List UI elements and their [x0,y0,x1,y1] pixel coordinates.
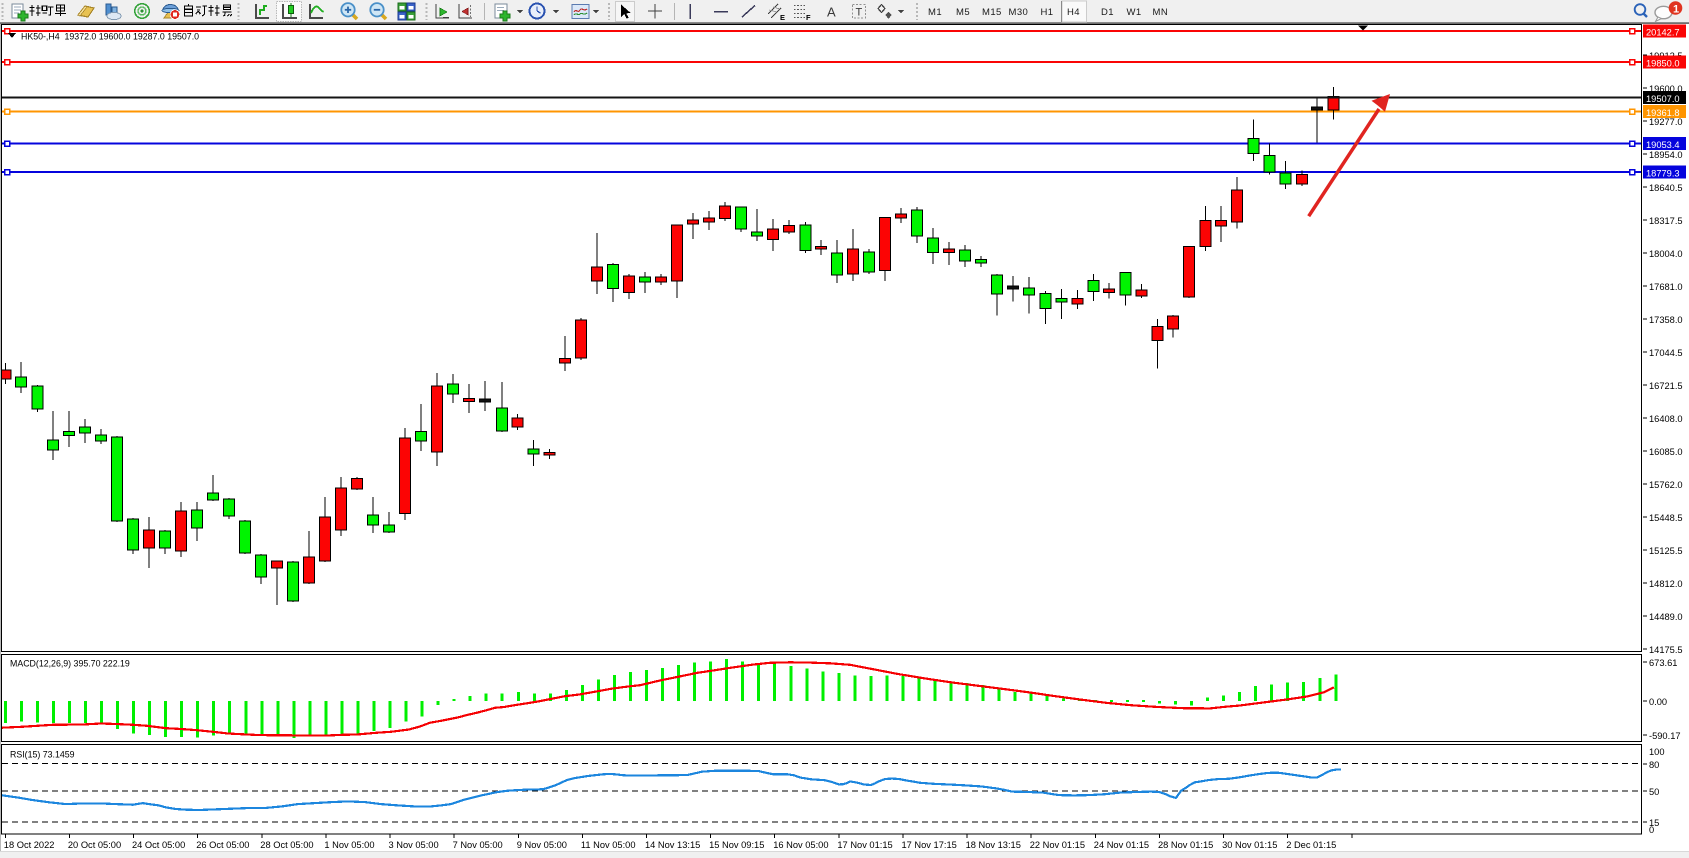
svg-text:50: 50 [1649,787,1659,797]
svg-text:0.00: 0.00 [1649,697,1667,707]
svg-text:20142.7: 20142.7 [1646,28,1680,38]
svg-text:W1: W1 [1127,7,1142,18]
svg-text:D1: D1 [1101,7,1114,18]
svg-text:19507.0: 19507.0 [1646,94,1680,104]
svg-text:M5: M5 [956,7,970,18]
svg-text:15448.5: 15448.5 [1649,513,1683,523]
svg-text:7 Nov 05:00: 7 Nov 05:00 [453,840,503,850]
svg-text:M15: M15 [982,7,1002,18]
svg-text:-590.17: -590.17 [1649,731,1681,741]
svg-text:14 Nov 13:15: 14 Nov 13:15 [645,840,700,850]
svg-text:19053.4: 19053.4 [1646,140,1680,150]
svg-text:100: 100 [1649,747,1665,757]
svg-text:19361.8: 19361.8 [1646,108,1680,118]
svg-text:17358.0: 17358.0 [1649,315,1683,325]
svg-text:18317.5: 18317.5 [1649,216,1683,226]
svg-text:MN: MN [1153,7,1169,18]
svg-text:22 Nov 01:15: 22 Nov 01:15 [1030,840,1085,850]
svg-text:11 Nov 05:00: 11 Nov 05:00 [581,840,636,850]
svg-text:18640.5: 18640.5 [1649,183,1683,193]
svg-text:16408.0: 16408.0 [1649,414,1683,424]
svg-text:18954.0: 18954.0 [1649,150,1683,160]
svg-text:M30: M30 [1009,7,1029,18]
svg-text:16 Nov 05:00: 16 Nov 05:00 [773,840,828,850]
svg-text:3 Nov 05:00: 3 Nov 05:00 [389,840,439,850]
svg-text:19850.0: 19850.0 [1646,59,1680,69]
svg-text:15: 15 [1649,818,1659,828]
svg-text:28 Oct 05:00: 28 Oct 05:00 [260,840,313,850]
svg-text:19277.0: 19277.0 [1649,117,1683,127]
svg-text:26 Oct 05:00: 26 Oct 05:00 [196,840,249,850]
svg-text:MACD(12,26,9) 395.70 222.19: MACD(12,26,9) 395.70 222.19 [10,659,130,669]
svg-text:14489.0: 14489.0 [1649,612,1683,622]
svg-text:A: A [827,5,836,20]
svg-text:80: 80 [1649,760,1659,770]
svg-text:E: E [780,13,785,22]
svg-text:9 Nov 05:00: 9 Nov 05:00 [517,840,567,850]
svg-text:18 Nov 13:15: 18 Nov 13:15 [966,840,1021,850]
svg-text:18 Oct 2022: 18 Oct 2022 [4,840,55,850]
svg-text:15 Nov 09:15: 15 Nov 09:15 [709,840,764,850]
svg-text:1: 1 [1673,4,1679,16]
svg-text:17 Nov 01:15: 17 Nov 01:15 [837,840,892,850]
svg-text:16721.5: 16721.5 [1649,381,1683,391]
svg-text:17 Nov 17:15: 17 Nov 17:15 [902,840,957,850]
svg-text:14175.5: 14175.5 [1649,645,1683,655]
svg-text:RSI(15) 73.1459: RSI(15) 73.1459 [10,750,75,760]
svg-text:28 Nov 01:15: 28 Nov 01:15 [1158,840,1213,850]
svg-text:2 Dec 01:15: 2 Dec 01:15 [1286,840,1336,850]
svg-text:30 Nov 01:15: 30 Nov 01:15 [1222,840,1277,850]
svg-text:0: 0 [1649,825,1654,835]
svg-text:1 Nov 05:00: 1 Nov 05:00 [324,840,374,850]
svg-text:T: T [856,7,863,19]
svg-text:19600.0: 19600.0 [1649,84,1683,94]
svg-text:H4: H4 [1067,7,1080,18]
svg-text:14812.0: 14812.0 [1649,579,1683,589]
svg-text:15125.5: 15125.5 [1649,546,1683,556]
svg-text:20 Oct 05:00: 20 Oct 05:00 [68,840,121,850]
svg-text:16085.0: 16085.0 [1649,447,1683,457]
svg-text:673.61: 673.61 [1649,658,1677,668]
svg-text:24 Oct 05:00: 24 Oct 05:00 [132,840,185,850]
svg-text:H1: H1 [1041,7,1054,18]
svg-text:18779.3: 18779.3 [1646,169,1680,179]
svg-text:F: F [806,13,811,22]
svg-text:24 Nov 01:15: 24 Nov 01:15 [1094,840,1149,850]
svg-text:HK50-,H4 19372.0 19600.0 1928: HK50-,H4 19372.0 19600.0 19287.0 19507.0 [21,32,199,42]
svg-text:17681.0: 17681.0 [1649,282,1683,292]
svg-text:18004.0: 18004.0 [1649,249,1683,259]
svg-text:15762.0: 15762.0 [1649,480,1683,490]
svg-text:17044.5: 17044.5 [1649,348,1683,358]
svg-text:M1: M1 [928,7,942,18]
